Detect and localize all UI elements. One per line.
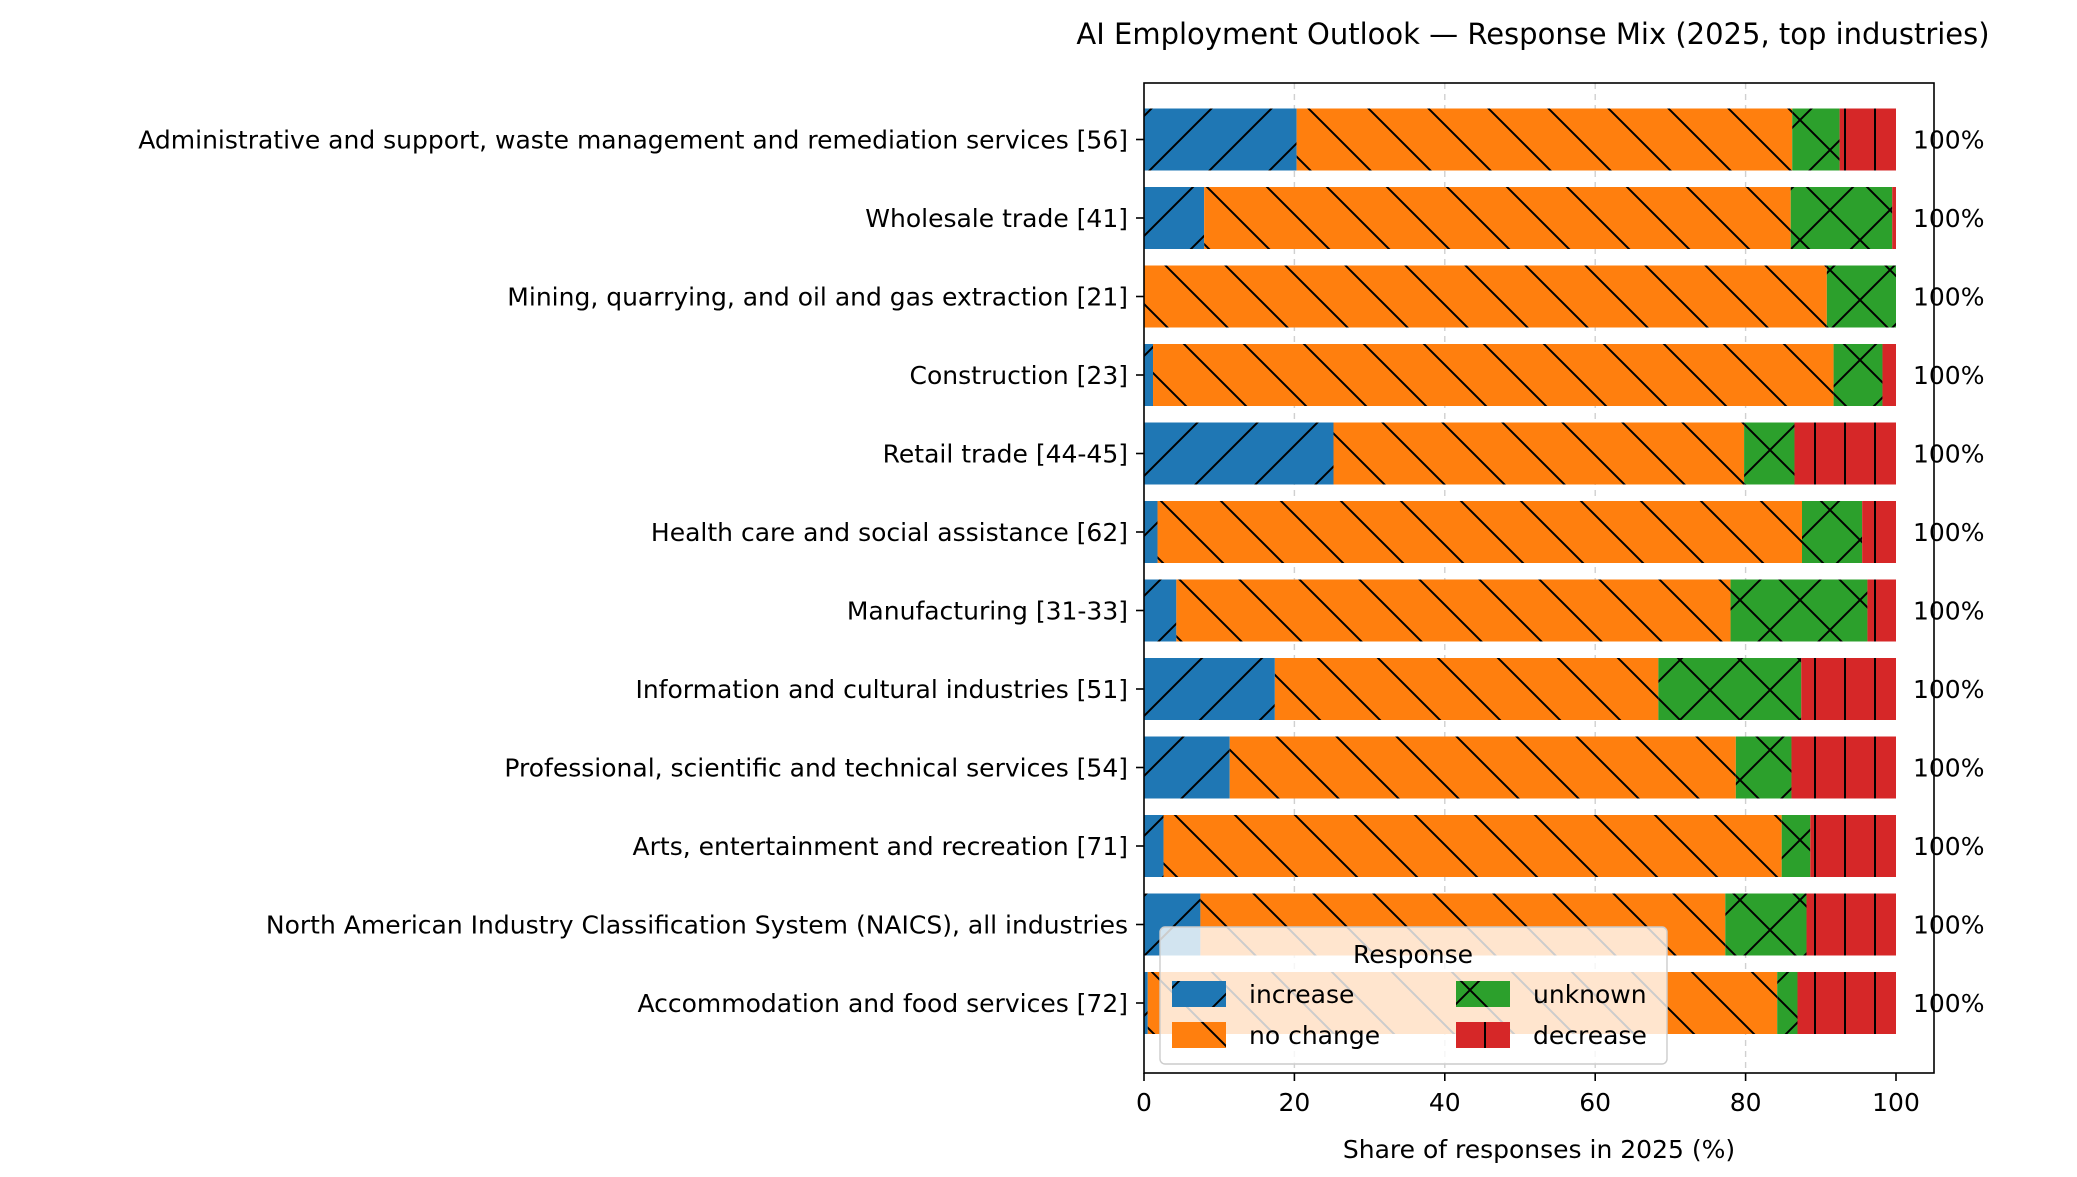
total-label: 100% bbox=[1913, 126, 1984, 155]
x-tick-label: 80 bbox=[1730, 1088, 1762, 1117]
x-tick-label: 20 bbox=[1278, 1088, 1310, 1117]
x-tick-label: 100 bbox=[1872, 1088, 1920, 1117]
legend-box bbox=[1159, 926, 1668, 1065]
bar-segment-increase bbox=[1144, 187, 1205, 249]
legend-label: decrease bbox=[1533, 1021, 1647, 1050]
bar-segment-no-change bbox=[1204, 187, 1791, 249]
legend-swatch bbox=[1456, 1022, 1510, 1048]
legend-swatch bbox=[1456, 981, 1510, 1007]
bar-segment-no-change bbox=[1229, 736, 1736, 799]
bars bbox=[1144, 108, 1896, 1034]
bar-segment-unknown bbox=[1781, 815, 1811, 877]
legend-label: no change bbox=[1249, 1021, 1380, 1050]
bar-segment-decrease bbox=[1801, 658, 1896, 720]
y-tick-label: Arts, entertainment and recreation [71] bbox=[633, 832, 1128, 861]
x-tick-label: 60 bbox=[1579, 1088, 1611, 1117]
bar-segment-increase bbox=[1144, 815, 1164, 877]
bar-segment-unknown bbox=[1833, 344, 1883, 406]
legend-swatch bbox=[1172, 981, 1226, 1007]
bar-segment-decrease bbox=[1791, 736, 1896, 799]
y-axis: Administrative and support, waste manage… bbox=[138, 126, 1144, 1018]
bar-segment-decrease bbox=[1797, 972, 1896, 1034]
bar-segment-increase bbox=[1144, 344, 1154, 406]
total-label: 100% bbox=[1913, 440, 1984, 469]
bar-segment-increase bbox=[1144, 501, 1158, 563]
bar-segment-decrease bbox=[1862, 501, 1896, 563]
legend-swatch bbox=[1172, 1022, 1226, 1048]
bar-segment-no-change bbox=[1274, 658, 1659, 720]
bar-segment-unknown bbox=[1744, 422, 1795, 485]
legend: Response increase no change unknown decrease bbox=[1159, 926, 1668, 1065]
total-label: 100% bbox=[1913, 675, 1984, 704]
bar-segment-unknown bbox=[1826, 265, 1896, 328]
legend-label: increase bbox=[1249, 980, 1354, 1009]
total-label: 100% bbox=[1913, 989, 1984, 1018]
bar-segment-no-change bbox=[1157, 501, 1802, 563]
plot-frame bbox=[1143, 82, 1935, 1074]
bar-segment-no-change bbox=[1144, 265, 1827, 328]
y-tick-label: Information and cultural industries [51] bbox=[635, 675, 1128, 704]
bar-segment-decrease bbox=[1839, 108, 1896, 171]
bar-segment-unknown bbox=[1802, 501, 1863, 563]
chart-title: AI Employment Outlook — Response Mix (20… bbox=[1076, 17, 1989, 51]
legend-label: unknown bbox=[1533, 980, 1647, 1009]
bar-segment-decrease bbox=[1882, 344, 1896, 406]
bar-segment-unknown bbox=[1730, 579, 1868, 642]
x-tick-label: 0 bbox=[1136, 1088, 1152, 1117]
y-tick-label: Wholesale trade [41] bbox=[865, 204, 1128, 233]
total-label: 100% bbox=[1913, 754, 1984, 783]
total-label: 100% bbox=[1913, 911, 1984, 940]
y-tick-label: Professional, scientific and technical s… bbox=[504, 754, 1128, 783]
y-tick-label: Construction [23] bbox=[910, 361, 1128, 390]
bar-segment-unknown bbox=[1735, 736, 1792, 799]
total-label: 100% bbox=[1913, 597, 1984, 626]
bar-segment-increase bbox=[1144, 108, 1297, 171]
total-label: 100% bbox=[1913, 204, 1984, 233]
bar-segment-increase bbox=[1144, 972, 1148, 1034]
bar-segment-unknown bbox=[1777, 972, 1798, 1034]
bar-segment-no-change bbox=[1153, 344, 1834, 406]
total-label: 100% bbox=[1913, 361, 1984, 390]
bar-segment-unknown bbox=[1658, 658, 1802, 720]
bar-segment-no-change bbox=[1296, 108, 1793, 171]
legend-title: Response bbox=[1353, 940, 1473, 969]
x-axis-label: Share of responses in 2025 (%) bbox=[1343, 1135, 1735, 1164]
total-labels: 100% 100% 100% 100% 100% 100% 100% 100% 100% 100%… bbox=[1913, 126, 1984, 1019]
bar-segment-increase bbox=[1144, 579, 1177, 642]
total-label: 100% bbox=[1913, 283, 1984, 312]
bar-segment-decrease bbox=[1867, 579, 1896, 642]
total-label: 100% bbox=[1913, 518, 1984, 547]
bar-segment-no-change bbox=[1163, 815, 1782, 877]
y-tick-label: Administrative and support, waste manage… bbox=[138, 126, 1128, 155]
x-tick-label: 40 bbox=[1429, 1088, 1461, 1117]
bar-segment-unknown bbox=[1790, 187, 1893, 249]
bar-segment-unknown bbox=[1792, 108, 1840, 171]
x-axis: 0 20 40 60 80 100 bbox=[1136, 1073, 1920, 1117]
y-tick-label: Accommodation and food services [72] bbox=[637, 989, 1128, 1018]
bar-segment-decrease bbox=[1810, 815, 1896, 877]
y-tick-label: Retail trade [44-45] bbox=[883, 440, 1128, 469]
y-tick-label: Health care and social assistance [62] bbox=[651, 518, 1128, 547]
bar-segment-no-change bbox=[1333, 422, 1745, 485]
y-tick-label: Mining, quarrying, and oil and gas extra… bbox=[507, 283, 1128, 312]
total-label: 100% bbox=[1913, 832, 1984, 861]
bar-segment-no-change bbox=[1176, 579, 1731, 642]
bar-segment-increase bbox=[1144, 736, 1230, 799]
y-tick-label: Manufacturing [31-33] bbox=[847, 597, 1128, 626]
bar-segment-increase bbox=[1144, 422, 1334, 485]
bar-segment-decrease bbox=[1806, 893, 1896, 956]
bar-segment-increase bbox=[1144, 658, 1275, 720]
bar-segment-unknown bbox=[1725, 893, 1807, 956]
bar-segment-decrease bbox=[1794, 422, 1896, 485]
y-tick-label: North American Industry Classification S… bbox=[266, 911, 1128, 940]
bar-segment-decrease bbox=[1892, 187, 1896, 249]
